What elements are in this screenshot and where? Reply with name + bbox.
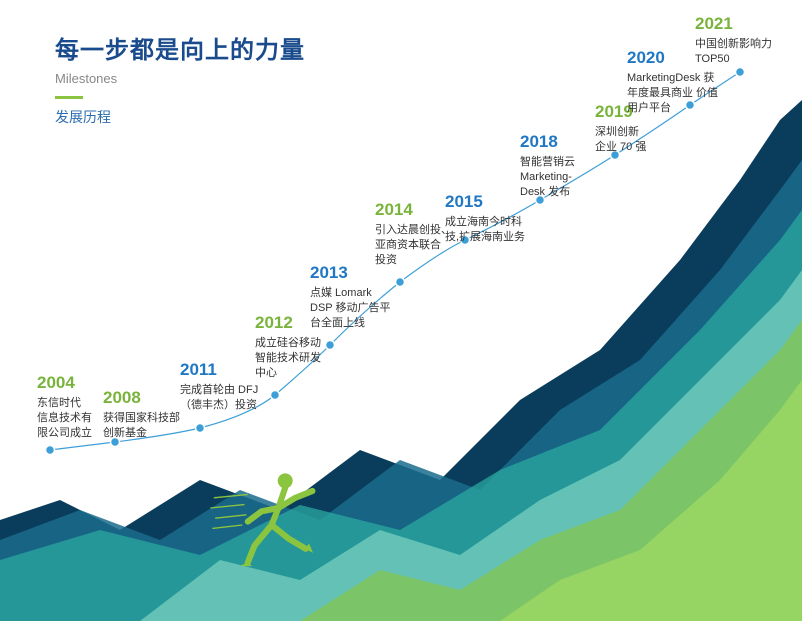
- milestone-year: 2021: [695, 14, 802, 34]
- milestone-desc: 完成首轮由 DFJ （德丰杰）投资: [180, 383, 290, 413]
- milestone-desc: 点媒 Lomark DSP 移动广告平 台全面上线: [310, 286, 420, 331]
- milestone-2015: 2015成立海南今时科 技,扩展海南业务: [445, 192, 555, 245]
- subtitle-chinese: 发展历程: [55, 107, 305, 127]
- milestone-desc: 深圳创新 企业 70 强: [595, 125, 685, 155]
- timeline-dot: [46, 446, 55, 455]
- milestone-desc: 成立海南今时科 技,扩展海南业务: [445, 215, 555, 245]
- milestone-desc: 中国创新影响力 TOP50: [695, 37, 802, 67]
- milestone-2021: 2021 中国创新影响力 TOP50: [695, 14, 802, 67]
- infographic-container: 每一步都是向上的力量 Milestones 发展历程 2004东信时代 信息技术…: [0, 0, 802, 621]
- milestone-2013: 2013点媒 Lomark DSP 移动广告平 台全面上线: [310, 263, 420, 331]
- milestone-desc: MarketingDesk 获 年度最具商业 价值 用户平台: [627, 71, 757, 116]
- main-title: 每一步都是向上的力量: [55, 30, 305, 65]
- milestone-desc: 成立硅谷移动 智能技术研发 中心: [255, 336, 355, 381]
- milestone-desc: 智能营销云 Marketing- Desk 发布: [520, 155, 620, 200]
- runner-icon: [207, 457, 343, 593]
- header-divider: [55, 96, 83, 99]
- subtitle-english: Milestones: [55, 71, 305, 86]
- header: 每一步都是向上的力量 Milestones 发展历程: [55, 30, 305, 127]
- milestone-desc: 获得国家科技部 创新基金: [103, 411, 203, 441]
